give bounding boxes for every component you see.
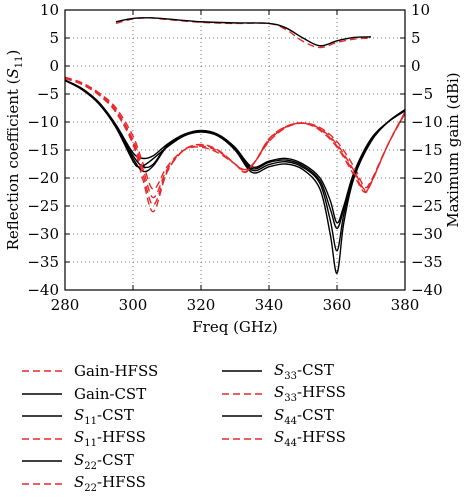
legend-label: S11-HFSS — [74, 428, 146, 450]
x-axis-title: Freq (GHz) — [192, 318, 278, 336]
y-tick-label-right: −40 — [411, 281, 443, 299]
legend-swatch — [22, 460, 62, 462]
legend-swatch — [222, 370, 262, 372]
y-tick-label-left: −25 — [27, 197, 59, 215]
legend-swatch — [22, 438, 62, 440]
y-tick-label-left: 0 — [49, 57, 59, 75]
legend-column-left: Gain-HFSS Gain-CST S11-CST S11-HFSS S22-CST S… — [22, 360, 158, 495]
y-tick-label-left: −35 — [27, 253, 59, 271]
series-line-s11-cst — [64, 79, 406, 224]
legend-swatch — [22, 483, 62, 485]
x-tick-label: 380 — [391, 296, 420, 314]
legend-item: S11-HFSS — [22, 428, 158, 451]
y-tick-label-left: −5 — [37, 85, 59, 103]
legend-swatch — [22, 393, 62, 395]
x-tick-label: 300 — [119, 296, 148, 314]
legend-swatch — [222, 438, 262, 440]
legend-swatch — [222, 415, 262, 417]
legend-item: S44-HFSS — [222, 428, 346, 451]
grid — [65, 10, 405, 290]
legend-item: S22-CST — [22, 450, 158, 473]
y-tick-label-right: 10 — [411, 1, 430, 19]
y-tick-label-right: −5 — [411, 85, 433, 103]
legend-label: S33-HFSS — [274, 383, 346, 405]
legend: Gain-HFSS Gain-CST S11-CST S11-HFSS S22-CST S… — [22, 360, 462, 496]
y-tick-label-left: −40 — [27, 281, 59, 299]
y-tick-label-right: −15 — [411, 141, 443, 159]
series-line-s44-hfss — [64, 77, 406, 206]
series-line-s22-cst — [64, 79, 406, 274]
y-tick-label-right: −35 — [411, 253, 443, 271]
y-tick-label-left: −15 — [27, 141, 59, 159]
legend-swatch — [22, 370, 62, 372]
y-tick-label-right: −25 — [411, 197, 443, 215]
y-axis-title-left: Reflection coefficient (S11) — [4, 50, 25, 251]
legend-item: S33-CST — [222, 360, 346, 383]
legend-item: S44-CST — [222, 405, 346, 428]
y-tick-label-right: 5 — [411, 29, 421, 47]
series-line-s22-hfss — [64, 77, 406, 213]
series-lines — [64, 17, 406, 274]
axis-ticks: 280 300 320 340 360 380 10 10 5 5 0 0 −5 −5 −10 −10 −15 −… — [27, 1, 442, 314]
legend-label: S33-CST — [274, 360, 334, 382]
legend-item: S33-HFSS — [222, 383, 346, 406]
legend-column-right: S33-CST S33-HFSS S44-CST S44-HFSS — [222, 360, 346, 450]
x-tick-label: 320 — [187, 296, 216, 314]
x-tick-label: 280 — [51, 296, 80, 314]
y-tick-label-right: 0 — [411, 57, 421, 75]
y-tick-label-right: −10 — [411, 113, 443, 131]
series-line-gain-cst — [115, 17, 372, 47]
legend-label: S22-HFSS — [74, 473, 146, 495]
y-tick-label-right: −30 — [411, 225, 443, 243]
y-axis-title-right: Maximum gain (dBi) — [444, 72, 462, 227]
legend-label: Gain-HFSS — [74, 362, 159, 381]
legend-label: S22-CST — [74, 450, 134, 472]
y-tick-label-left: 5 — [49, 29, 59, 47]
legend-item: S22-HFSS — [22, 473, 158, 496]
legend-label: Gain-CST — [74, 384, 147, 403]
legend-item: Gain-HFSS — [22, 360, 158, 383]
legend-label: S44-HFSS — [274, 428, 346, 450]
series-line-s44-cst — [64, 79, 406, 252]
y-tick-label-right: −20 — [411, 169, 443, 187]
legend-swatch — [222, 393, 262, 395]
y-tick-label-left: 10 — [40, 1, 59, 19]
legend-item: S11-CST — [22, 405, 158, 428]
legend-item: Gain-CST — [22, 383, 158, 406]
legend-label: S11-CST — [74, 405, 134, 427]
x-tick-label: 340 — [255, 296, 284, 314]
legend-swatch — [22, 415, 62, 417]
x-tick-label: 360 — [323, 296, 352, 314]
y-tick-label-left: −30 — [27, 225, 59, 243]
legend-label: S44-CST — [274, 405, 334, 427]
chart-canvas: 280 300 320 340 360 380 10 10 5 5 0 0 −5 −5 −10 −10 −15 −… — [4, 1, 462, 336]
y-tick-label-left: −10 — [27, 113, 59, 131]
y-tick-label-left: −20 — [27, 169, 59, 187]
